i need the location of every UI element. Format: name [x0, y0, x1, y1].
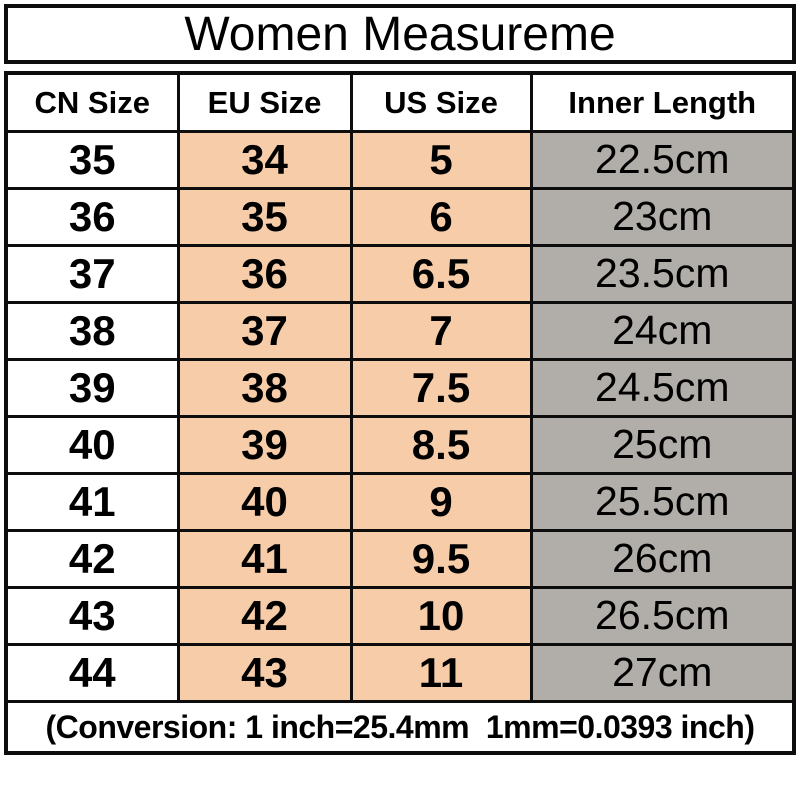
eu-size-cell: 40	[176, 471, 353, 532]
us-size-cell: 8.5	[349, 414, 533, 475]
us-size-cell: 9	[349, 471, 533, 532]
inner-length-cell: 22.5cm	[529, 129, 796, 190]
cn-size-cell: 35	[4, 129, 180, 190]
table-row: 42 41 9.5 26cm	[4, 528, 796, 589]
inner-length-cell: 24cm	[529, 300, 796, 361]
us-size-cell: 6	[349, 186, 533, 247]
table-row: 35 34 5 22.5cm	[4, 129, 796, 190]
header-us-size: US Size	[349, 71, 533, 133]
table-row: 37 36 6.5 23.5cm	[4, 243, 796, 304]
eu-size-cell: 41	[176, 528, 353, 589]
cn-size-cell: 38	[4, 300, 180, 361]
size-chart: Women Measureme CN Size EU Size US Size …	[4, 4, 796, 755]
footer-row: (Conversion: 1 inch=25.4mm 1mm=0.0393 in…	[4, 699, 796, 755]
table-body: 35 34 5 22.5cm 36 35 6 23cm 37 36 6.5 23…	[4, 129, 796, 703]
cn-size-cell: 39	[4, 357, 180, 418]
eu-size-cell: 38	[176, 357, 353, 418]
inner-length-cell: 23cm	[529, 186, 796, 247]
cn-size-cell: 43	[4, 585, 180, 646]
cn-size-cell: 36	[4, 186, 180, 247]
inner-length-cell: 25.5cm	[529, 471, 796, 532]
eu-size-cell: 42	[176, 585, 353, 646]
us-size-cell: 7	[349, 300, 533, 361]
eu-size-cell: 35	[176, 186, 353, 247]
table-row: 43 42 10 26.5cm	[4, 585, 796, 646]
inner-length-cell: 24.5cm	[529, 357, 796, 418]
eu-size-cell: 36	[176, 243, 353, 304]
eu-size-cell: 43	[176, 642, 353, 703]
inner-length-cell: 26cm	[529, 528, 796, 589]
us-size-cell: 9.5	[349, 528, 533, 589]
conversion-note: (Conversion: 1 inch=25.4mm 1mm=0.0393 in…	[4, 699, 796, 755]
header-cn-size: CN Size	[4, 71, 180, 133]
size-table: CN Size EU Size US Size Inner Length 35 …	[4, 71, 796, 755]
cn-size-cell: 40	[4, 414, 180, 475]
us-size-cell: 5	[349, 129, 533, 190]
header-eu-size: EU Size	[176, 71, 353, 133]
header-row: CN Size EU Size US Size Inner Length	[4, 71, 796, 133]
table-row: 36 35 6 23cm	[4, 186, 796, 247]
inner-length-cell: 23.5cm	[529, 243, 796, 304]
table-row: 40 39 8.5 25cm	[4, 414, 796, 475]
table-row: 38 37 7 24cm	[4, 300, 796, 361]
us-size-cell: 7.5	[349, 357, 533, 418]
header-inner-length: Inner Length	[529, 71, 796, 133]
chart-title: Women Measureme	[184, 7, 616, 61]
eu-size-cell: 39	[176, 414, 353, 475]
cn-size-cell: 42	[4, 528, 180, 589]
table-row: 44 43 11 27cm	[4, 642, 796, 703]
inner-length-cell: 26.5cm	[529, 585, 796, 646]
inner-length-cell: 27cm	[529, 642, 796, 703]
us-size-cell: 10	[349, 585, 533, 646]
us-size-cell: 11	[349, 642, 533, 703]
cn-size-cell: 44	[4, 642, 180, 703]
table-row: 41 40 9 25.5cm	[4, 471, 796, 532]
eu-size-cell: 37	[176, 300, 353, 361]
chart-title-box: Women Measureme	[4, 4, 796, 64]
us-size-cell: 6.5	[349, 243, 533, 304]
cn-size-cell: 41	[4, 471, 180, 532]
table-row: 39 38 7.5 24.5cm	[4, 357, 796, 418]
cn-size-cell: 37	[4, 243, 180, 304]
inner-length-cell: 25cm	[529, 414, 796, 475]
eu-size-cell: 34	[176, 129, 353, 190]
